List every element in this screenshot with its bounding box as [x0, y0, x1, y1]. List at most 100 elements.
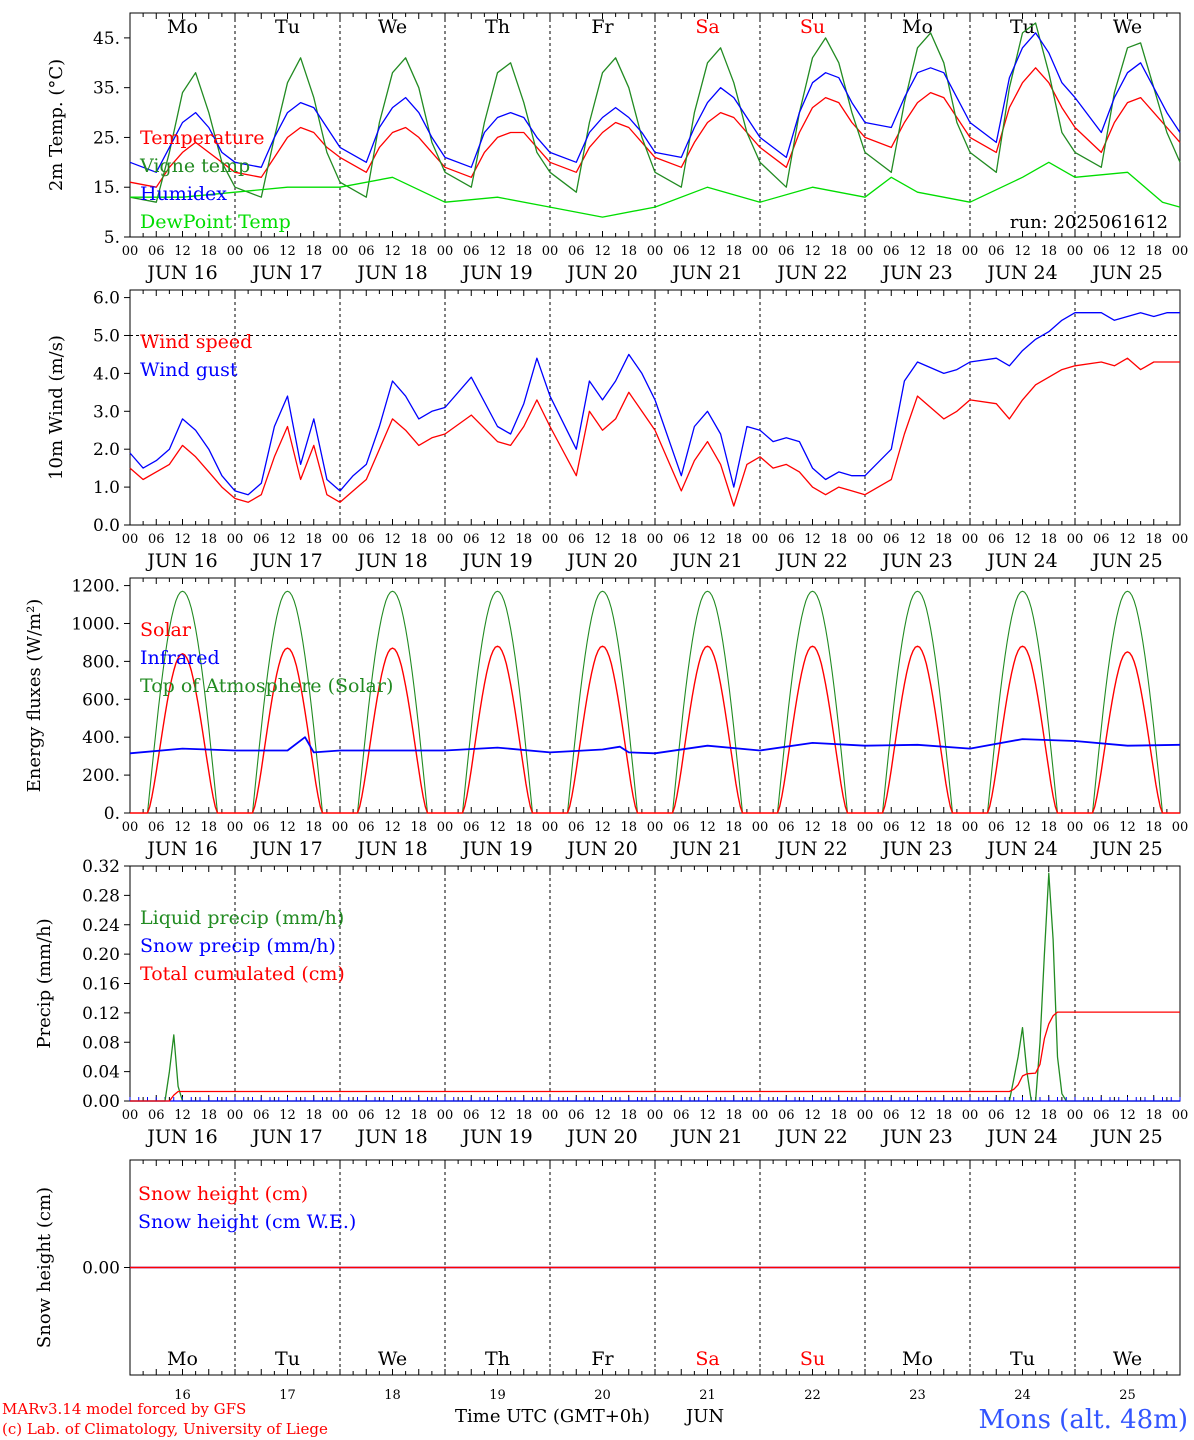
weekday-label: Th [485, 1348, 510, 1370]
hour-tick-label: 06 [568, 1108, 585, 1123]
date-label: JUN 20 [565, 262, 637, 284]
date-label: JUN 16 [145, 1126, 217, 1148]
hour-tick-label: 12 [279, 244, 296, 259]
hour-tick-label: 00 [857, 532, 874, 547]
hour-tick-label: 18 [305, 820, 322, 835]
y-tick-label: 0.20 [82, 945, 120, 965]
hour-tick-label: 06 [673, 1108, 690, 1123]
hour-tick-label: 00 [122, 244, 139, 259]
hour-tick-label: 00 [1172, 820, 1189, 835]
date-label: JUN 23 [880, 550, 952, 572]
y-tick-label: 0.24 [82, 916, 120, 936]
weekday-label: Mo [167, 16, 198, 38]
date-label: JUN 17 [250, 838, 322, 860]
date-label: JUN 24 [985, 262, 1057, 284]
weekday-label: We [1113, 1348, 1142, 1370]
day-number-label: 21 [699, 1388, 716, 1403]
day-number-label: 17 [279, 1388, 296, 1403]
hour-tick-label: 18 [935, 1108, 952, 1123]
hour-tick-label: 18 [200, 820, 217, 835]
hour-tick-label: 18 [305, 1108, 322, 1123]
weekday-label: We [378, 1348, 407, 1370]
hour-tick-label: 12 [909, 820, 926, 835]
series-dewpoint-temp [130, 161, 1181, 218]
hour-tick-label: 00 [227, 244, 244, 259]
hour-tick-label: 12 [384, 1108, 401, 1123]
y-tick-label: 0. [104, 804, 120, 824]
day-number-label: 24 [1014, 1388, 1031, 1403]
y-tick-label: 15. [93, 178, 120, 198]
weekday-label: We [378, 16, 407, 38]
hour-tick-label: 12 [384, 244, 401, 259]
hour-tick-label: 12 [1119, 244, 1136, 259]
snow-panel: Snow height (cm) 0.00 Snow height (cm) Snow… [34, 1159, 1181, 1403]
hour-tick-label: 12 [1014, 1108, 1031, 1123]
y-tick-label: 0.0 [93, 516, 120, 536]
legend-entry: Solar [140, 619, 192, 641]
hour-tick-label: 06 [988, 244, 1005, 259]
hour-tick-label: 06 [463, 244, 480, 259]
hour-tick-label: 00 [1067, 1108, 1084, 1123]
hour-tick-label: 06 [148, 532, 165, 547]
hour-tick-label: 18 [1145, 1108, 1162, 1123]
hour-tick-label: 18 [1040, 1108, 1057, 1123]
y-tick-label: 5.0 [93, 326, 120, 346]
hour-tick-label: 00 [332, 820, 349, 835]
hour-tick-label: 12 [279, 1108, 296, 1123]
legend-entry: Total cumulated (cm) [140, 963, 345, 985]
flux-y-axis-label: Energy fluxes (W/m²) [24, 599, 45, 793]
date-label: JUN 16 [145, 550, 217, 572]
hour-tick-label: 18 [515, 1108, 532, 1123]
weekday-label: Th [485, 16, 510, 38]
temp-panel: 5. 15. 25. 35. 45. 2m Temp. (°C) Mo Tu We Th Fr Sa S… [46, 12, 1188, 284]
hour-tick-label: 12 [279, 820, 296, 835]
temp-y-axis-label: 2m Temp. (°C) [46, 59, 67, 191]
hour-tick-label: 18 [200, 532, 217, 547]
hour-tick-label: 12 [174, 820, 191, 835]
hour-tick-label: 00 [227, 820, 244, 835]
date-label: JUN 21 [670, 550, 742, 572]
hour-tick-label: 06 [1093, 244, 1110, 259]
hour-tick-label: 18 [620, 244, 637, 259]
weekday-label: Su [800, 1348, 825, 1370]
date-label: JUN 19 [460, 1126, 532, 1148]
series-vigne-temp [129, 22, 1181, 203]
hour-tick-label: 12 [909, 244, 926, 259]
hour-tick-label: 18 [620, 820, 637, 835]
hour-tick-label: 00 [437, 820, 454, 835]
y-tick-label: 1.0 [93, 478, 120, 498]
hour-tick-label: 12 [384, 820, 401, 835]
weekday-label: Tu [1010, 16, 1035, 38]
day-number-label: 22 [804, 1388, 821, 1403]
date-label: JUN 18 [355, 262, 427, 284]
date-label: JUN 16 [145, 838, 217, 860]
hour-tick-label: 12 [174, 244, 191, 259]
day-number-label: 16 [174, 1388, 191, 1403]
series-wind-speed [129, 357, 1180, 507]
series-wind-gust [129, 312, 1180, 496]
weekday-label: Mo [902, 1348, 933, 1370]
y-tick-label: 3.0 [93, 402, 120, 422]
date-label: JUN 17 [250, 262, 322, 284]
date-label: JUN 21 [670, 262, 742, 284]
date-label: JUN 23 [880, 262, 952, 284]
hour-tick-label: 06 [568, 532, 585, 547]
legend-entry: DewPoint Temp [140, 211, 291, 233]
legend-entry: Wind gust [140, 359, 238, 381]
weekday-label: Tu [1010, 1348, 1035, 1370]
weekday-label: We [1113, 16, 1142, 38]
hour-tick-label: 06 [883, 820, 900, 835]
hour-tick-label: 06 [358, 820, 375, 835]
weekday-label: Tu [275, 16, 300, 38]
credit-line1: MARv3.14 model forced by GFS [2, 1400, 246, 1418]
y-tick-label: 1000. [71, 614, 120, 634]
hour-tick-label: 06 [568, 244, 585, 259]
legend-entry: Vigne temp [139, 155, 250, 177]
hour-tick-label: 12 [804, 820, 821, 835]
hour-tick-label: 00 [857, 820, 874, 835]
date-label: JUN 23 [880, 1126, 952, 1148]
hour-tick-label: 06 [883, 1108, 900, 1123]
weekday-label: Sa [695, 1348, 719, 1370]
hour-tick-label: 12 [489, 1108, 506, 1123]
